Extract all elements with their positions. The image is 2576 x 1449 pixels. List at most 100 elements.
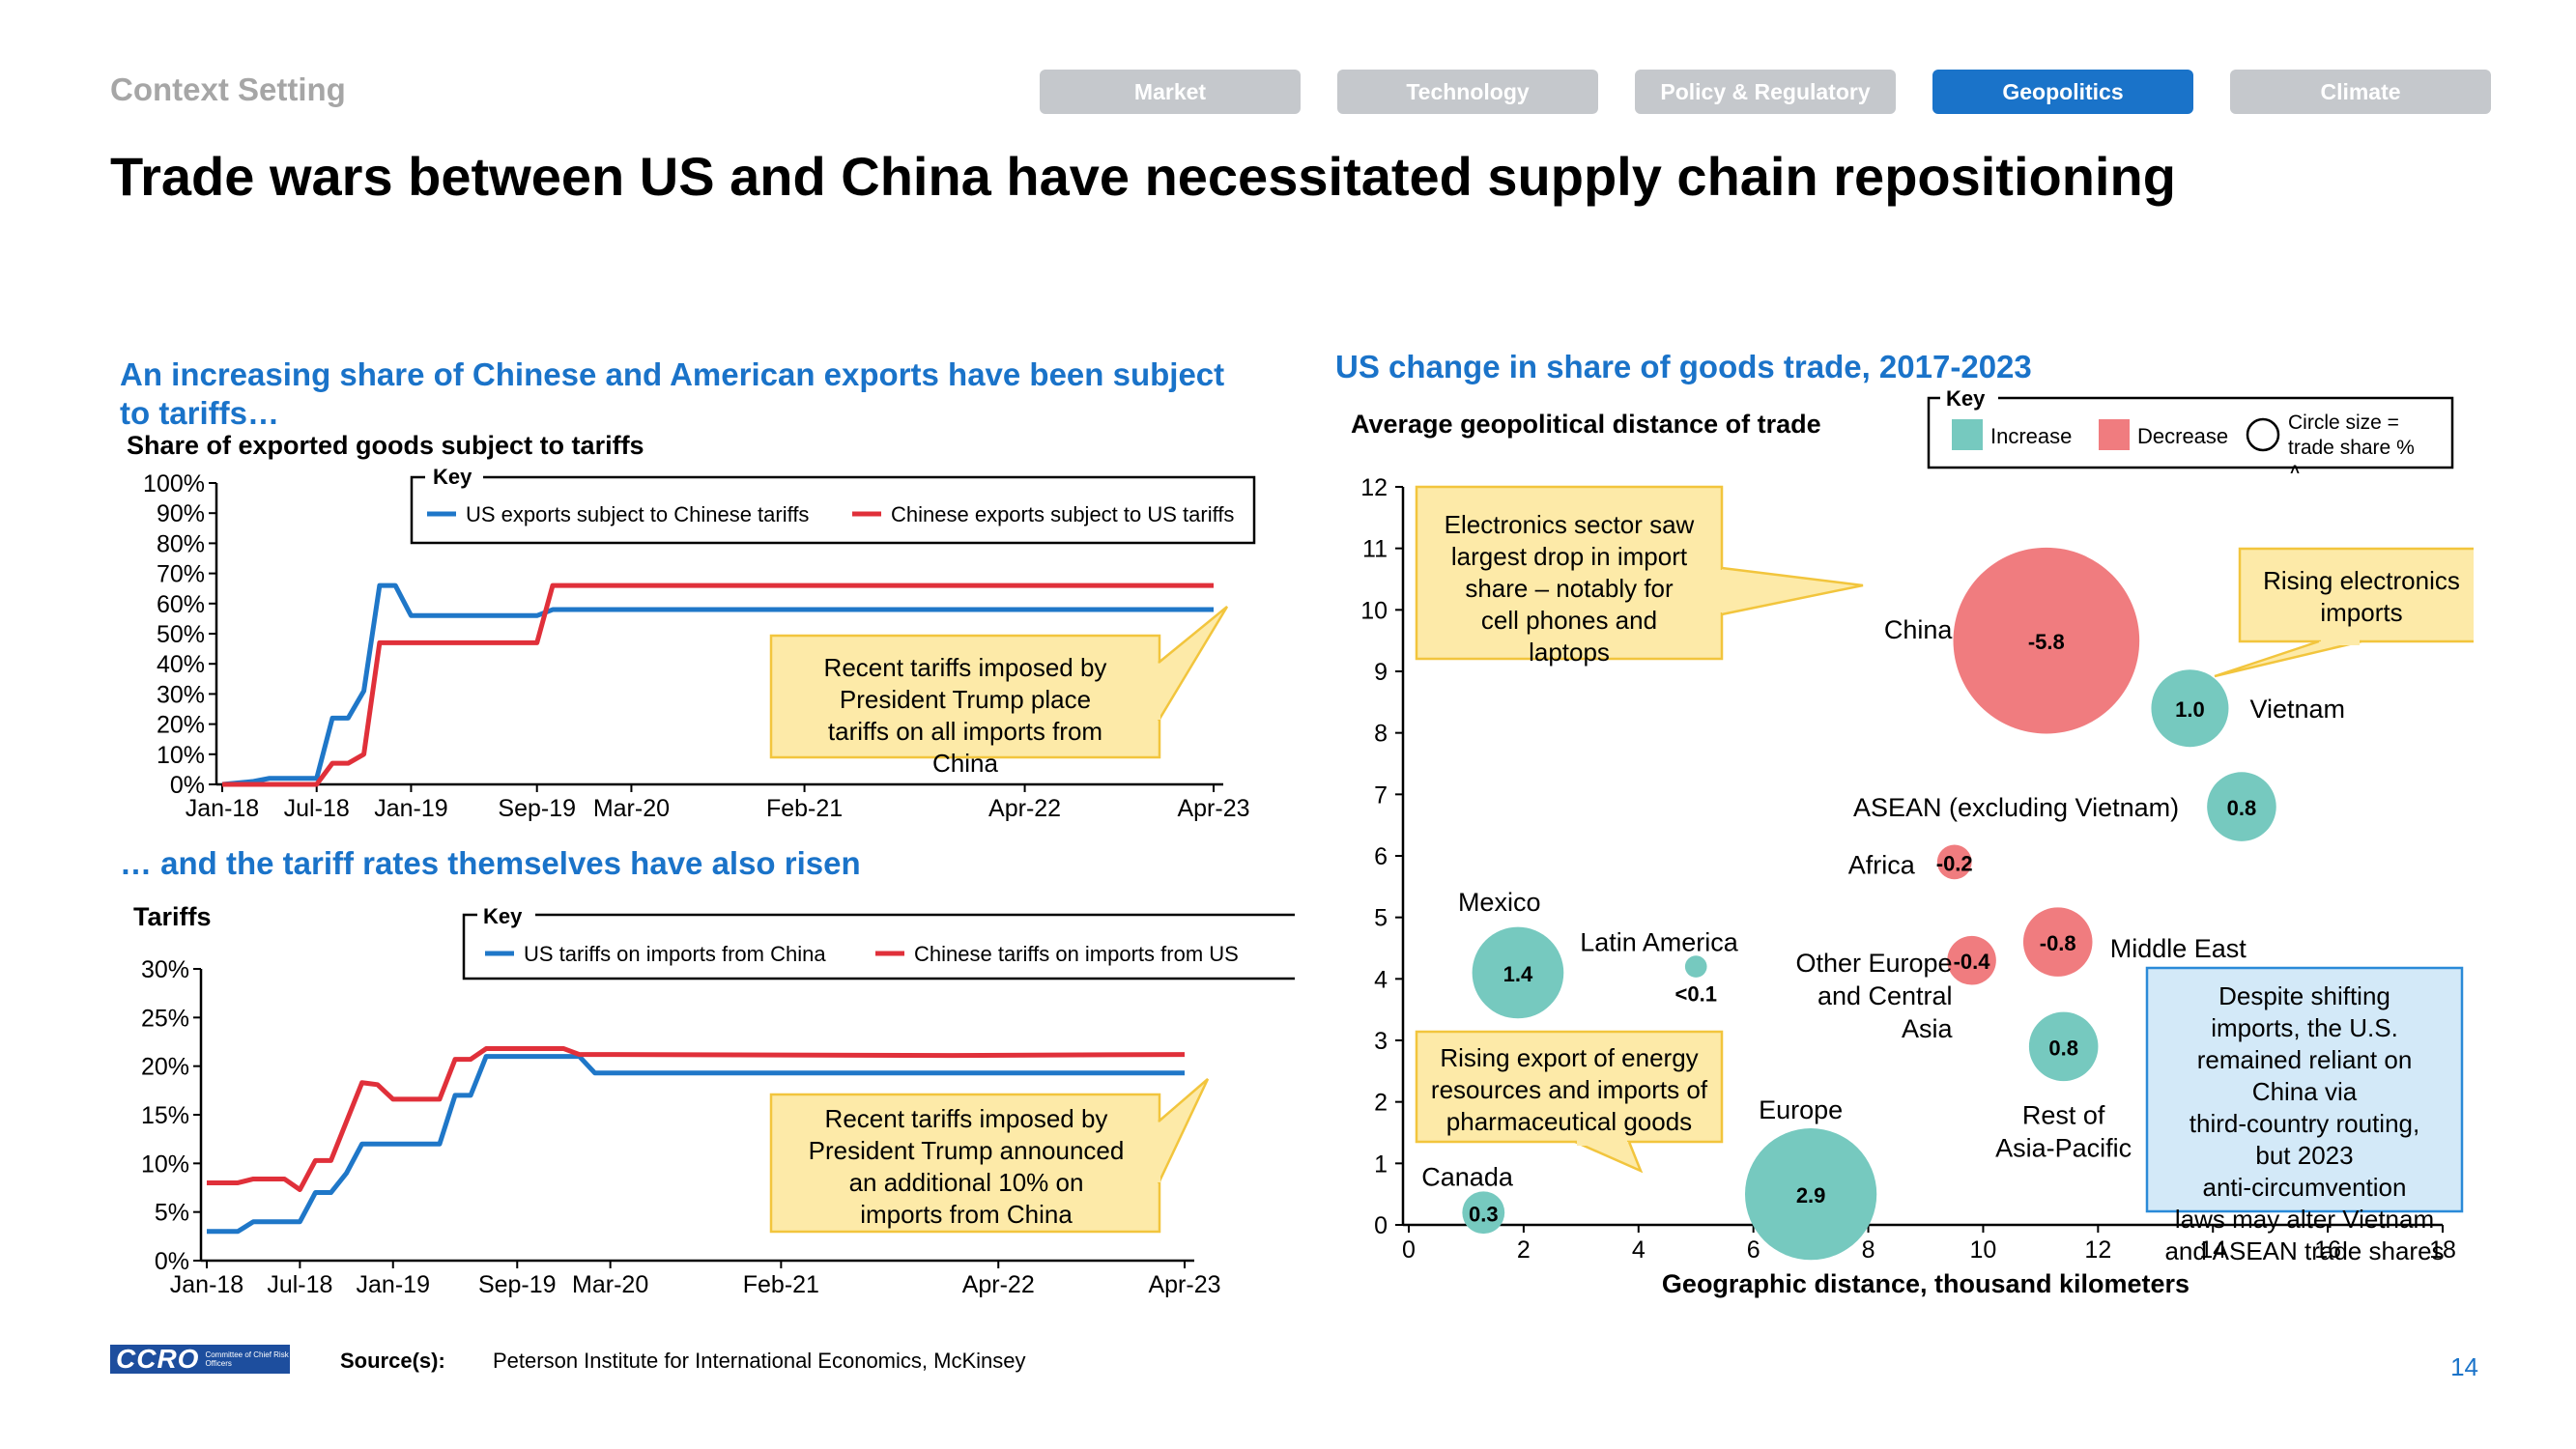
page-number: 14: [2450, 1352, 2478, 1381]
bubble-rest-of-asia-pacific: [2028, 1011, 2099, 1082]
bubble-key: Key Increase Decrease Circle size = trade…: [1927, 386, 2454, 473]
bubble-value: -0.2: [1936, 851, 1973, 875]
bubble-china: [1953, 547, 2140, 734]
bubble-label: Mexico: [1458, 888, 1541, 917]
bubble-value: 0.8: [2227, 796, 2257, 820]
x-tick-label: 14: [2199, 1236, 2226, 1264]
key-increase-label: Increase: [1990, 424, 2072, 448]
tariff-rate-chart: 0% 5% 10% 15% 20% 25% 30% Jan-18 Jul-18 Jan-19 Sep…: [141, 903, 1295, 1298]
x-tick-label: Jan-18: [186, 795, 259, 822]
key-increase-swatch: [1952, 419, 1983, 450]
bubble-europe: [1744, 1128, 1877, 1261]
geo-callouts: Electronics sector saw largest drop in im…: [1415, 485, 2474, 1265]
top-left-chart-subtitle: Share of exported goods subject to tarif…: [127, 431, 644, 460]
callout-energy: Rising export of energy resources and imp…: [1415, 1030, 1724, 1174]
y-tick-label: 60%: [157, 591, 205, 618]
y-tick-label: 0: [1374, 1212, 1388, 1239]
tab-market[interactable]: Market: [1040, 70, 1301, 114]
y-tick-label: 40%: [157, 651, 205, 678]
x-tick-label: 2: [1517, 1236, 1531, 1264]
legend-us-exports: US exports subject to Chinese tariffs: [466, 502, 809, 526]
bubble-value: 0.8: [2048, 1036, 2078, 1060]
y-tick-label: 20%: [141, 1054, 189, 1081]
source-text: Peterson Institute for International Eco…: [493, 1349, 1026, 1373]
callout-additional-tariff-text: Recent tariffs imposed by President Trump…: [809, 1104, 1125, 1229]
top-left-section-title: An increasing share of Chinese and Ameri…: [120, 356, 1225, 431]
x-tick-label: Mar-20: [593, 795, 670, 822]
x-tick-label: Sep-19: [478, 1271, 557, 1298]
y-tick-label: 6: [1374, 843, 1388, 870]
series-line-1: [207, 1046, 1186, 1193]
source-label: Source(s):: [340, 1349, 445, 1373]
context-setting-label: Context Setting: [110, 71, 346, 107]
bubble-label: Middle East: [2110, 934, 2247, 963]
tab-climate[interactable]: Climate: [2230, 70, 2491, 114]
x-tick-label: Jan-19: [357, 1271, 430, 1298]
callout-tariffs-all-imports: Recent tariffs imposed by President Trump…: [769, 606, 1229, 778]
x-tick-label: Feb-21: [766, 795, 843, 822]
y-tick-label: 10%: [141, 1151, 189, 1178]
key-circle-label: Circle size = trade share % Δ: [2288, 412, 2415, 473]
x-axis-title: Geographic distance, thousand kilometers: [1662, 1269, 2190, 1298]
tariff-rate-legend: Key US tariffs on imports from China Chi…: [462, 903, 1295, 980]
bubble-value: -0.8: [2040, 931, 2076, 955]
x-tick-label: Apr-22: [962, 1271, 1035, 1298]
tab-policy-regulatory[interactable]: Policy & Regulatory: [1635, 70, 1896, 114]
y-tick-label: 0%: [170, 772, 205, 799]
y-tick-label: 8: [1374, 721, 1388, 748]
y-tick-label: 2: [1374, 1090, 1388, 1117]
series-line-0: [207, 1054, 1185, 1235]
x-tick-label: Apr-22: [988, 795, 1061, 822]
y-tick-label: 25%: [141, 1005, 189, 1032]
y-tick-label: 15%: [141, 1102, 189, 1129]
bubble-label: Africa: [1848, 850, 1916, 879]
y-tick-label: 5%: [155, 1200, 189, 1227]
geo-bubbles: -5.8 China 1.0 Vietnam 0.8 ASEAN (excluding V…: [1421, 547, 2345, 1261]
y-tick-label: 10: [1360, 597, 1388, 624]
bubble-value: 1.0: [2175, 697, 2205, 722]
y-tick-label: 10%: [157, 742, 205, 769]
y-tick-label: 11: [1362, 536, 1388, 563]
bubble-label: Other Europe and Central Asia: [1795, 949, 1953, 1043]
x-tick-label: 16: [2314, 1236, 2341, 1264]
legend-key-label: Key: [433, 465, 472, 489]
y-tick-label: 90%: [157, 500, 205, 527]
x-tick-label: 18: [2429, 1236, 2456, 1264]
callout-electronics-text: Electronics sector saw largest drop in im…: [1445, 510, 1695, 667]
x-tick-label: 4: [1632, 1236, 1646, 1264]
legend-china-tariffs: Chinese tariffs on imports from US: [914, 942, 1239, 966]
bubble-value: -5.8: [2028, 630, 2065, 654]
tariff-rate-lines: [207, 1046, 1186, 1235]
y-tick-label: 7: [1374, 781, 1388, 809]
tab-technology[interactable]: Technology: [1337, 70, 1598, 114]
bubble-value: 2.9: [1796, 1183, 1826, 1208]
bubble-label: ASEAN (excluding Vietnam): [1853, 793, 2179, 822]
callout-rising-electronics: Rising electronics imports: [2214, 547, 2474, 678]
x-tick-label: 8: [1862, 1236, 1875, 1264]
x-tick-label: Feb-21: [743, 1271, 819, 1298]
x-tick-label: Apr-23: [1177, 795, 1249, 822]
bubble-other-europe-and-central-asia: [1947, 935, 1996, 985]
bubble-latin-america: [1684, 955, 1707, 978]
callout-energy-text: Rising export of energy resources and imp…: [1431, 1043, 1708, 1136]
callout-additional-tariff: Recent tariffs imposed by President Trump…: [769, 1078, 1210, 1234]
x-tick-label: 12: [2084, 1236, 2111, 1264]
y-tick-label: 0%: [155, 1248, 189, 1275]
y-tick-label: 5: [1374, 905, 1388, 932]
y-tick-label: 30%: [141, 956, 189, 983]
y-tick-label: 50%: [157, 621, 205, 648]
y-tick-label: 100%: [143, 470, 205, 497]
tab-geopolitics[interactable]: Geopolitics: [1932, 70, 2193, 114]
bottom-left-section-title: … and the tariff rates themselves have a…: [120, 845, 861, 881]
tariff-share-lines: [221, 582, 1214, 787]
bubble-label: Vietnam: [2249, 695, 2345, 724]
bubble-key-label: Key: [1946, 386, 1986, 411]
bubble-value: 1.4: [1503, 962, 1533, 986]
legend-key-label-2: Key: [483, 904, 523, 928]
legend-us-tariffs: US tariffs on imports from China: [524, 942, 826, 966]
key-circle-icon: [2246, 417, 2280, 452]
bottom-left-chart-subtitle: Tariffs: [133, 902, 212, 931]
bubble-canada: [1462, 1191, 1505, 1235]
x-tick-label: Jan-18: [170, 1271, 243, 1298]
